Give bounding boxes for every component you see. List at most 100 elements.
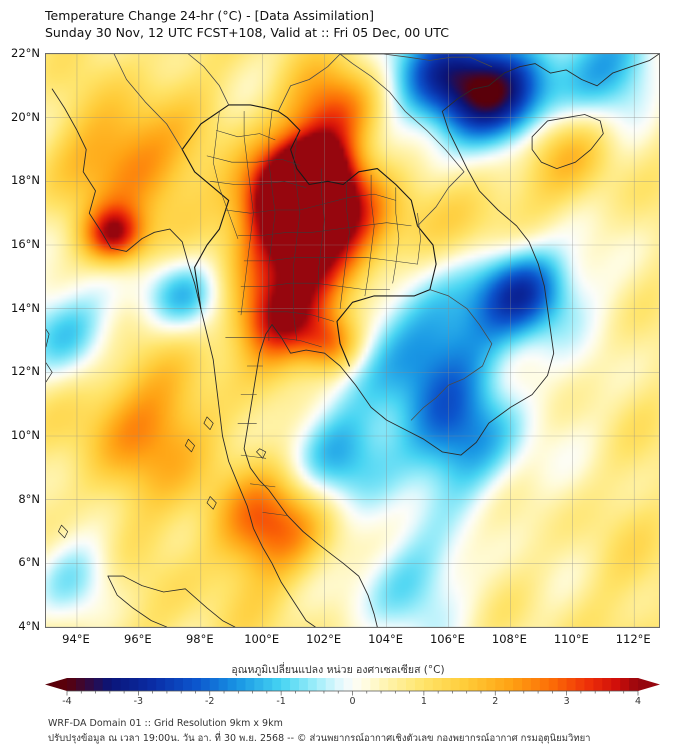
- colorbar-cell: [459, 678, 469, 691]
- colorbar-cell: [495, 678, 505, 691]
- colorbar-cell: [504, 678, 514, 691]
- colorbar-cell: [334, 678, 345, 691]
- colorbar-tick-label: -4: [62, 696, 72, 707]
- colorbar-cell: [182, 678, 193, 691]
- colorbar-cell: [477, 678, 487, 691]
- colorbar-cell: [84, 678, 95, 691]
- footer-block: WRF-DA Domain 01 :: Grid Resolution 9km …: [48, 716, 591, 746]
- colorbar-cell: [200, 678, 211, 691]
- colorbar-cell: [209, 678, 220, 691]
- colorbar-cell: [298, 678, 309, 691]
- colorbar-cell: [254, 678, 264, 691]
- anomaly-raster: [46, 54, 659, 627]
- colorbar-cell: [513, 678, 523, 691]
- ytick-label: 12°N: [11, 364, 40, 379]
- colorbar-cell: [361, 678, 371, 691]
- ytick-label: 22°N: [11, 46, 40, 60]
- xtick-label: 112°E: [615, 632, 651, 646]
- colorbar-cell: [388, 678, 398, 691]
- colorbar-cell: [325, 678, 336, 691]
- ytick-label: 14°N: [11, 300, 40, 315]
- xtick-label: 102°E: [306, 632, 342, 646]
- colorbar-cell: [227, 678, 237, 691]
- colorbar-tick-label: 4: [634, 696, 642, 707]
- colorbar-cell: [102, 678, 113, 691]
- colorbar-cell: [432, 678, 443, 691]
- ytick-label: 18°N: [11, 173, 40, 188]
- colorbar-cell: [620, 678, 630, 691]
- colorbar-cell: [468, 678, 478, 691]
- xtick-label: 108°E: [491, 632, 527, 646]
- colorbar-cell: [165, 678, 175, 691]
- colorbar-tick-label: -1: [276, 696, 286, 707]
- colorbar-tick-label: 3: [563, 696, 570, 707]
- colorbar-cell: [539, 678, 550, 691]
- colorbar-cell: [120, 678, 130, 691]
- colorbar-high-arrow: [638, 678, 660, 691]
- colorbar-cell: [307, 678, 318, 691]
- colorbar-cell: [93, 678, 104, 691]
- chart-title-block: Temperature Change 24-hr (°C) - [Data As…: [45, 8, 449, 42]
- page-title: Temperature Change 24-hr (°C) - [Data As…: [45, 8, 374, 23]
- ytick-label: 6°N: [18, 555, 40, 570]
- chart-subtitle: Sunday 30 Nov, 12 UTC FCST+108, Valid at…: [45, 24, 449, 40]
- map-plot-area: [45, 53, 660, 628]
- ytick-label: 10°N: [11, 428, 40, 442]
- colorbar-cell: [191, 678, 202, 691]
- colorbar-cell: [147, 678, 157, 691]
- colorbar-cell: [522, 678, 532, 691]
- colorbar-cell: [370, 678, 380, 691]
- xtick-label: 98°E: [185, 632, 214, 646]
- colorbar-cell: [129, 678, 139, 691]
- colorbar-cell: [156, 678, 166, 691]
- colorbar-cell: [450, 678, 461, 691]
- colorbar-cell: [557, 678, 568, 691]
- colorbar-tick-label: -3: [133, 696, 144, 707]
- colorbar-cell: [423, 678, 434, 691]
- footer-domain-info: WRF-DA Domain 01 :: Grid Resolution 9km …: [48, 718, 283, 729]
- colorbar-cell: [236, 678, 246, 691]
- graticule: [46, 54, 659, 627]
- colorbar-cell: [548, 678, 559, 691]
- xtick-label: 110°E: [553, 632, 589, 646]
- xtick-label: 96°E: [124, 632, 152, 646]
- colorbar-tick-label: -2: [205, 696, 215, 707]
- colorbar-cell: [530, 678, 541, 691]
- colorbar-cell: [111, 678, 121, 691]
- colorbar-cell: [263, 678, 273, 691]
- colorbar-cell: [397, 678, 407, 691]
- colorbar-tick-label: 0: [349, 696, 356, 707]
- xtick-label: 94°E: [62, 632, 90, 646]
- xtick-label: 104°E: [368, 632, 404, 646]
- ytick-label: 4°N: [18, 619, 40, 633]
- footer-credit: ปรับปรุงข้อมูล ณ เวลา 19:00น. วัน อา. ที…: [48, 733, 591, 745]
- coastlines-and-borders: [46, 54, 659, 627]
- colorbar-cell: [245, 678, 255, 691]
- colorbar-cell: [593, 678, 603, 691]
- colorbar-cell: [566, 678, 576, 691]
- colorbar-cell: [379, 678, 389, 691]
- colorbar-cell: [290, 678, 300, 691]
- colorbar-cell: [174, 678, 184, 691]
- ytick-label: 8°N: [18, 491, 40, 506]
- colorbar-cell: [343, 678, 353, 691]
- colorbar-gradient: [45, 678, 660, 696]
- colorbar-cell: [352, 678, 362, 691]
- colorbar-tick-label: 1: [420, 696, 427, 707]
- colorbar-cell: [629, 678, 639, 691]
- xtick-label: 106°E: [429, 632, 465, 646]
- ytick-label: 20°N: [11, 109, 40, 124]
- colorbar-cell: [67, 678, 77, 691]
- colorbar-cell: [406, 678, 416, 691]
- colorbar-cell: [218, 678, 229, 691]
- colorbar-cell: [272, 678, 282, 691]
- colorbar-cell: [441, 678, 452, 691]
- colorbar-cell: [611, 678, 621, 691]
- colorbar-tick-label: 2: [492, 696, 499, 707]
- colorbar-title: อุณหภูมิเปลี่ยนแปลง หน่วย องศาเซลเซียส (…: [231, 664, 445, 676]
- colorbar-cell: [584, 678, 594, 691]
- colorbar-cell: [75, 678, 86, 691]
- colorbar: [45, 676, 660, 698]
- colorbar-cell: [316, 678, 327, 691]
- colorbar-cell: [414, 678, 425, 691]
